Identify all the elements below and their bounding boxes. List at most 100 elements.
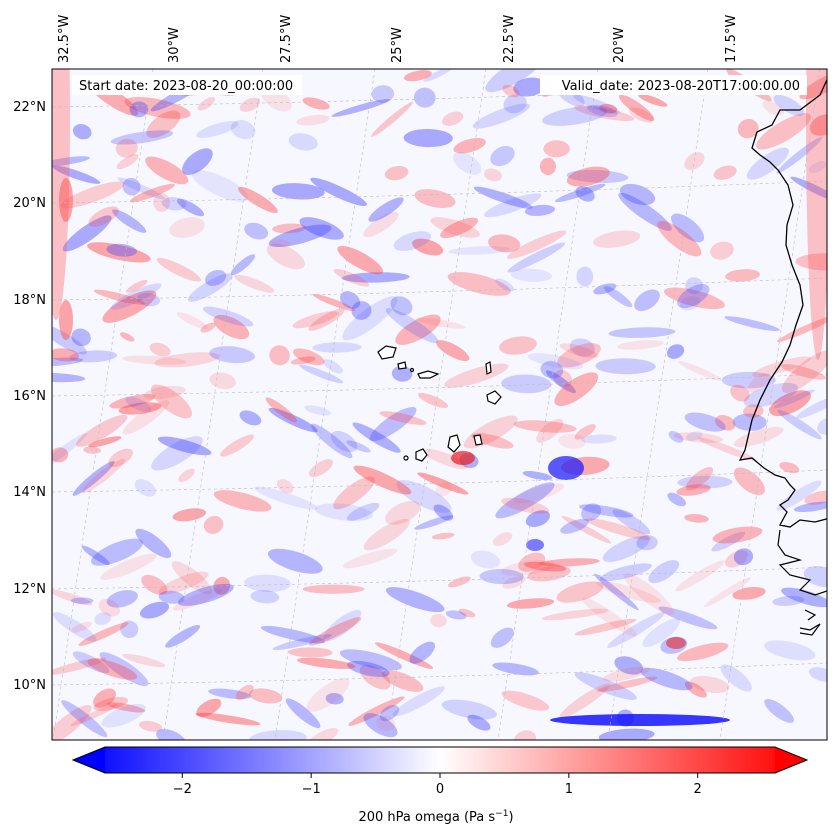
descent-streak	[271, 183, 325, 200]
ascent-streak	[129, 183, 175, 203]
ascent-streak	[239, 97, 261, 112]
ascent-streak	[795, 253, 827, 271]
descent-streak	[569, 338, 595, 357]
descent-streak	[793, 501, 827, 513]
ascent-streak	[384, 166, 409, 181]
descent-streak	[724, 316, 780, 332]
colorbar-tick-label: 1	[565, 782, 573, 797]
descent-streak	[594, 573, 639, 611]
descent-streak	[777, 409, 822, 440]
ascent-streak	[492, 532, 513, 547]
ascent-streak	[779, 462, 800, 474]
descent-streak	[472, 103, 531, 129]
maximum-feature	[451, 451, 475, 465]
descent-streak	[385, 587, 445, 613]
east-boundary-band	[806, 69, 827, 360]
descent-streak	[587, 104, 618, 117]
descent-streak	[177, 583, 234, 606]
ascent-streak	[732, 586, 766, 600]
ascent-streak	[582, 597, 637, 637]
colorbar-ticks: −2 −1 0 1 2	[173, 773, 702, 797]
descent-streak	[106, 590, 138, 608]
descent-streak	[581, 503, 602, 522]
ascent-streak	[780, 363, 826, 380]
lon-label: 20°W	[612, 27, 627, 63]
descent-streak	[244, 222, 269, 240]
descent-streak	[808, 667, 827, 682]
ascent-streak	[453, 138, 486, 154]
descent-streak	[342, 296, 398, 341]
descent-streak	[403, 128, 453, 148]
descent-streak	[396, 479, 452, 513]
descent-streak	[52, 325, 87, 355]
descent-streak	[721, 371, 776, 389]
ascent-streak	[471, 432, 514, 449]
descent-streak	[340, 291, 361, 309]
descent-streak	[392, 686, 445, 717]
ascent-streak	[52, 657, 107, 675]
ascent-streak	[677, 642, 729, 662]
ascent-streak	[71, 621, 92, 633]
ascent-streak	[574, 105, 635, 122]
ascent-streak	[269, 345, 290, 366]
descent-streak	[125, 396, 152, 412]
ascent-streak	[430, 217, 481, 238]
descent-streak	[658, 606, 718, 630]
ascent-streak	[804, 490, 827, 505]
descent-streak	[272, 634, 333, 651]
colorbar-extend-max	[775, 747, 807, 773]
descent-streak	[202, 306, 254, 327]
meridian-line	[607, 69, 709, 740]
ascent-streak	[122, 355, 187, 365]
ascent-streak	[506, 598, 555, 609]
descent-streak	[441, 699, 498, 720]
descent-streak	[267, 548, 323, 574]
ascent-streak	[431, 532, 455, 540]
ascent-streak	[676, 484, 711, 496]
descent-streak	[110, 130, 174, 145]
lon-label: 30°W	[167, 27, 182, 63]
ascent-streak	[657, 220, 702, 257]
descent-streak	[677, 284, 710, 309]
meridian-line	[274, 69, 376, 740]
descent-streak	[595, 358, 656, 375]
descent-streak	[540, 361, 564, 379]
descent-streak	[495, 278, 515, 292]
ascent-streak	[363, 518, 410, 551]
ascent-streak	[501, 497, 550, 514]
meridian-line	[719, 69, 821, 740]
descent-streak	[448, 246, 510, 255]
ascent-streak	[499, 336, 537, 355]
ascent-streak	[169, 217, 205, 239]
ascent-streak	[248, 688, 283, 704]
ascent-streak	[557, 343, 601, 368]
descent-streak	[566, 169, 629, 183]
ascent-streak	[116, 154, 139, 170]
south-edge-min	[550, 714, 730, 726]
colorbar-tick-label: 0	[436, 782, 444, 797]
ascent-streak	[78, 622, 129, 646]
parallel-line	[52, 469, 827, 493]
ascent-streak	[599, 103, 618, 114]
descent-streak	[599, 563, 652, 582]
ascent-streak	[673, 432, 724, 443]
ascent-streak	[624, 573, 675, 616]
descent-streak	[363, 713, 398, 738]
descent-streak	[527, 353, 584, 370]
colorbar-tick-label: −1	[302, 782, 321, 797]
descent-streak	[299, 364, 344, 384]
descent-streak	[433, 504, 454, 521]
colorbar-label: 200 hPa omega (Pa s−1)	[358, 809, 513, 825]
ascent-streak	[197, 97, 216, 111]
descent-streak	[776, 136, 823, 174]
ascent-streak	[616, 340, 664, 350]
descent-streak	[679, 295, 701, 311]
descent-streak	[490, 627, 514, 648]
descent-streak	[156, 729, 186, 740]
ascent-streak	[98, 598, 121, 617]
minimum-feature	[548, 456, 584, 480]
ascent-streak	[70, 703, 118, 726]
lat-label: 10°N	[13, 678, 46, 693]
descent-streak	[339, 649, 402, 671]
ascent-streak	[440, 217, 479, 239]
